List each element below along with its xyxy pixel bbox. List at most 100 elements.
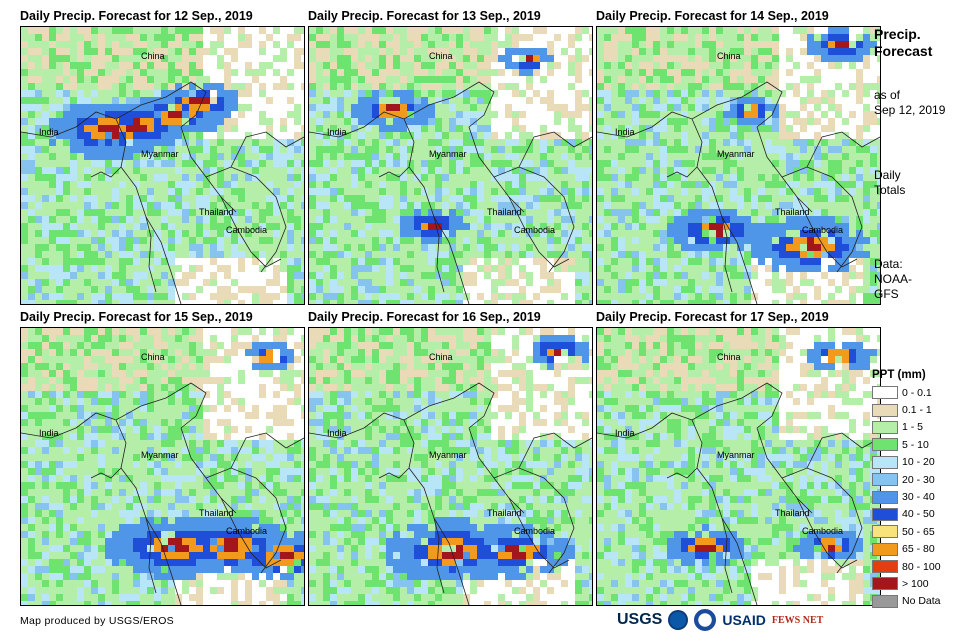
precip-cell — [589, 62, 592, 69]
precip-cell — [273, 111, 280, 118]
precip-cell — [582, 132, 589, 139]
precip-cell — [730, 216, 737, 223]
precip-cell — [393, 118, 400, 125]
precip-cell — [196, 90, 203, 97]
precip-cell — [526, 97, 533, 104]
precip-cell — [491, 41, 498, 48]
precip-cell — [175, 48, 182, 55]
precip-cell — [842, 230, 849, 237]
precip-cell — [287, 90, 294, 97]
precip-cell — [98, 188, 105, 195]
precip-cell — [21, 146, 28, 153]
precip-cell — [449, 300, 456, 304]
precip-cell — [505, 223, 512, 230]
precip-cell — [793, 300, 800, 304]
precip-cell — [386, 300, 393, 304]
precip-cell — [856, 62, 863, 69]
precip-cell — [512, 293, 519, 300]
precip-cell — [639, 195, 646, 202]
precip-cell — [477, 97, 484, 104]
precip-cell — [323, 300, 330, 304]
precip-cell — [330, 153, 337, 160]
precip-cell — [779, 209, 786, 216]
precip-cell — [168, 167, 175, 174]
precip-cell — [582, 153, 589, 160]
precip-cell — [393, 104, 400, 111]
precip-cell — [505, 97, 512, 104]
precip-cell — [653, 209, 660, 216]
precip-cell — [372, 76, 379, 83]
precip-cell — [365, 286, 372, 293]
precip-cell — [287, 216, 294, 223]
precip-cell — [421, 188, 428, 195]
precip-cell — [646, 293, 653, 300]
precip-cell — [154, 104, 161, 111]
precip-cell — [449, 293, 456, 300]
precip-cell — [681, 118, 688, 125]
precip-cell — [203, 293, 210, 300]
precip-cell — [280, 223, 287, 230]
precip-cell — [484, 132, 491, 139]
precip-cell — [800, 279, 807, 286]
precip-cell — [604, 139, 611, 146]
precip-cell — [337, 279, 344, 286]
precip-cell — [98, 27, 105, 34]
precip-cell — [245, 286, 252, 293]
precip-cell — [688, 216, 695, 223]
precip-cell — [112, 328, 119, 335]
precip-cell — [203, 279, 210, 286]
precip-cell — [695, 286, 702, 293]
precip-cell — [646, 237, 653, 244]
precip-cell — [779, 132, 786, 139]
precip-cell — [217, 160, 224, 167]
precip-cell — [561, 111, 568, 118]
precip-cell — [758, 244, 765, 251]
precip-cell — [386, 237, 393, 244]
precip-cell — [231, 55, 238, 62]
precip-cell — [681, 293, 688, 300]
precip-cell — [70, 76, 77, 83]
precip-cell — [400, 160, 407, 167]
precip-cell — [280, 286, 287, 293]
precip-cell — [84, 69, 91, 76]
precip-cell — [245, 202, 252, 209]
precip-cell — [126, 300, 133, 304]
precip-cell — [196, 41, 203, 48]
precip-cell — [582, 41, 589, 48]
precip-cell — [744, 139, 751, 146]
precip-cell — [681, 300, 688, 304]
precip-cell — [301, 111, 304, 118]
precip-cell — [63, 272, 70, 279]
precip-cell — [463, 272, 470, 279]
map-label-myanmar: Myanmar — [141, 149, 179, 159]
precip-cell — [807, 293, 814, 300]
precip-cell — [821, 167, 828, 174]
precip-cell — [259, 251, 266, 258]
precip-cell — [470, 237, 477, 244]
precip-cell — [203, 244, 210, 251]
precip-cell — [77, 41, 84, 48]
precip-cell — [161, 62, 168, 69]
precip-cell — [386, 265, 393, 272]
precip-cell — [337, 230, 344, 237]
precip-cell — [77, 27, 84, 34]
precip-cell — [119, 258, 126, 265]
precip-cell — [870, 258, 877, 265]
precip-cell — [210, 27, 217, 34]
precip-cell — [372, 160, 379, 167]
precip-cell — [877, 209, 880, 216]
precip-cell — [716, 244, 723, 251]
precip-cell — [210, 279, 217, 286]
precip-cell — [77, 279, 84, 286]
precip-cell — [63, 139, 70, 146]
precip-cell — [42, 41, 49, 48]
precip-cell — [765, 174, 772, 181]
precip-cell — [337, 167, 344, 174]
precip-cell — [259, 293, 266, 300]
precip-cell — [91, 48, 98, 55]
precip-cell — [238, 244, 245, 251]
precip-cell — [870, 83, 877, 90]
precip-cell — [126, 55, 133, 62]
precip-cell — [42, 174, 49, 181]
precip-cell — [702, 167, 709, 174]
